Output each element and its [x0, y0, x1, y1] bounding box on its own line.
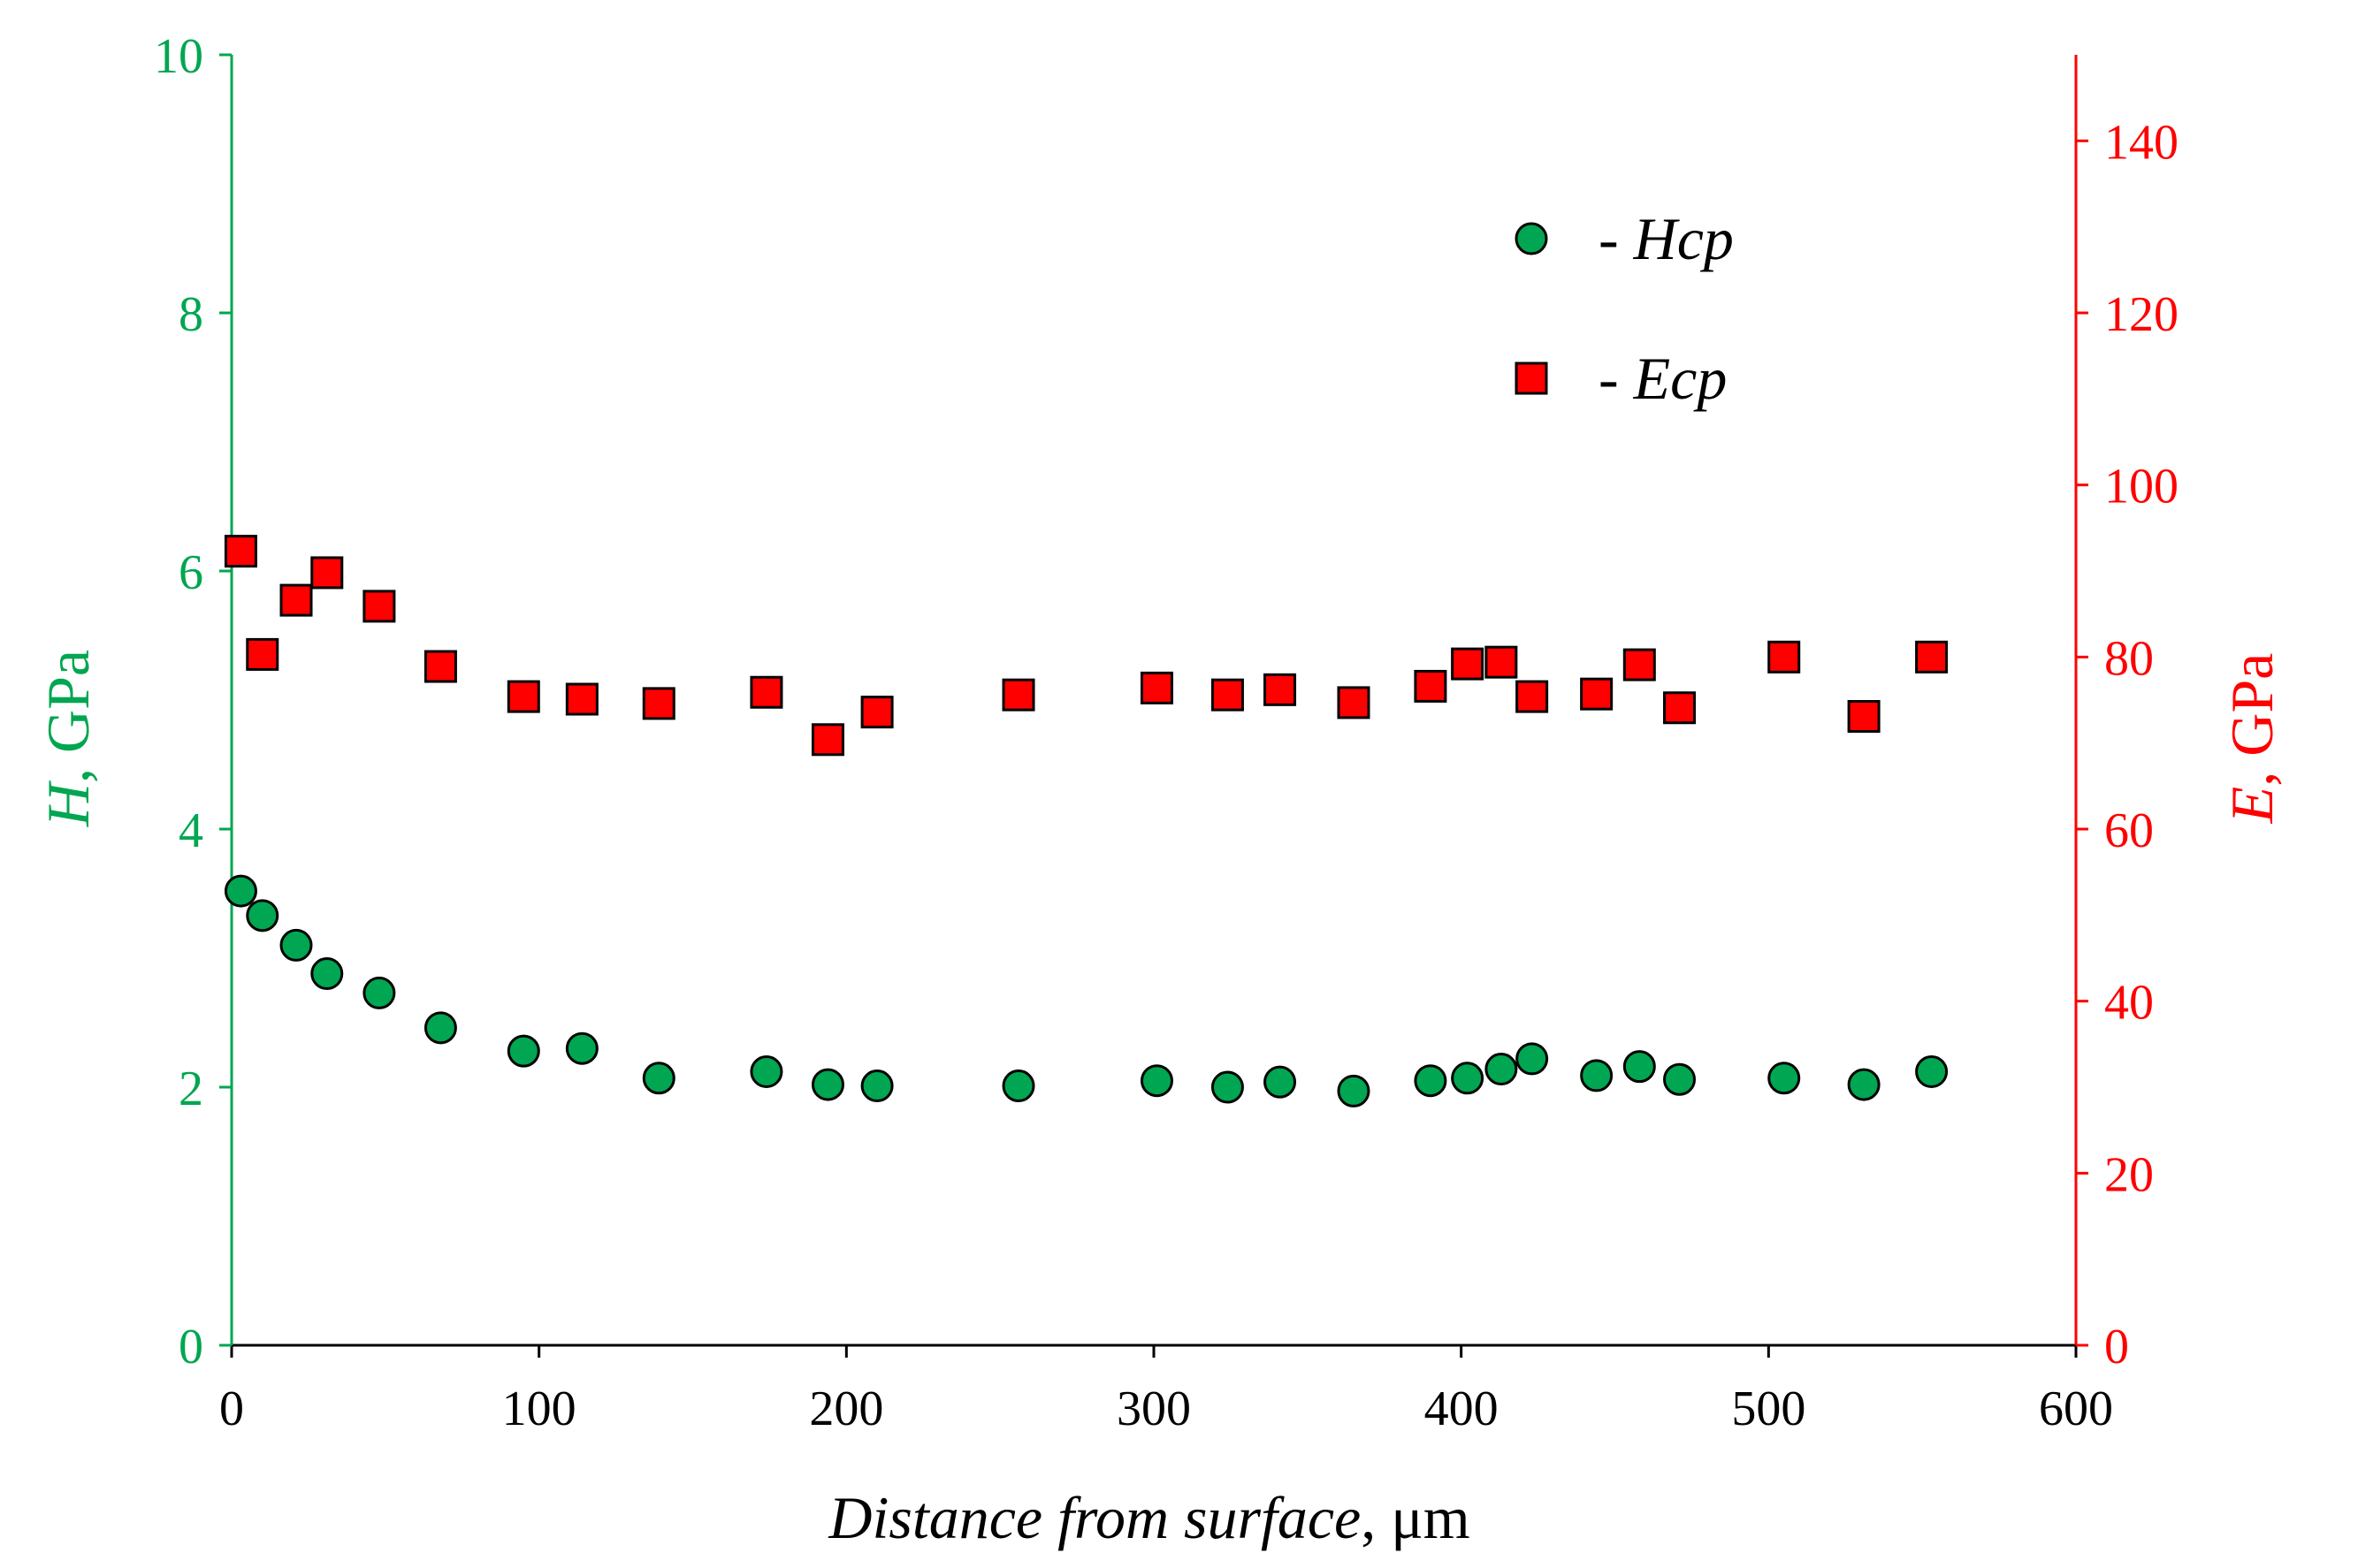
y-right-axis-title-unit: , GPa: [2218, 653, 2286, 787]
hcp-point: [1451, 1062, 1484, 1095]
y-left-tick-label: 8: [179, 287, 203, 342]
y-left-tick-label: 6: [179, 545, 203, 600]
legend-hcp-label: - Hcp: [1599, 205, 1734, 272]
x-axis-title-italic: Distance from surface: [828, 1484, 1361, 1551]
ecp-point: [1140, 671, 1173, 704]
x-axis-title-unit: , μm: [1361, 1484, 1469, 1551]
hcp-point: [279, 928, 313, 962]
ecp-point: [279, 583, 313, 617]
ecp-point: [1484, 645, 1518, 679]
hcp-point: [750, 1054, 783, 1088]
hcp-point: [507, 1034, 540, 1068]
hcp-point: [246, 899, 279, 932]
hcp-point: [1767, 1062, 1801, 1095]
hcp-point: [1515, 1042, 1549, 1076]
y-right-axis-title: E, GPa: [2218, 653, 2286, 825]
y-right-tick-label: 20: [2104, 1147, 2154, 1202]
y-left-tick-label: 2: [179, 1062, 203, 1116]
hcp-point: [1002, 1069, 1035, 1103]
x-axis-title: Distance from surface, μm: [828, 1484, 1469, 1551]
hcp-point: [642, 1062, 675, 1095]
ecp-point: [1915, 640, 1949, 674]
x-tick-label: 0: [219, 1382, 244, 1436]
x-tick-label: 400: [1424, 1382, 1499, 1436]
y-left-axis-title-italic: H: [34, 780, 102, 827]
hcp-point: [811, 1068, 844, 1101]
ecp-point: [811, 723, 844, 757]
ecp-point: [310, 556, 344, 590]
ecp-point: [1847, 699, 1881, 733]
hcp-point: [1414, 1064, 1447, 1098]
y-right-tick-label: 60: [2104, 803, 2154, 858]
hcp-point: [362, 976, 396, 1009]
y-left-tick-label: 4: [179, 803, 203, 858]
ecp-point: [424, 650, 457, 683]
y-right-tick-label: 40: [2104, 976, 2154, 1031]
hcp-point: [860, 1069, 894, 1103]
ecp-point: [1337, 686, 1370, 719]
hcp-point: [1915, 1054, 1949, 1088]
y-right-tick-label: 0: [2104, 1320, 2129, 1374]
ecp-point: [750, 675, 783, 709]
hcp-point: [224, 874, 257, 908]
ecp-point: [642, 687, 675, 720]
y-left-axis-title-unit: , GPa: [34, 650, 102, 783]
ecp-point: [1002, 678, 1035, 712]
hcp-point: [1622, 1050, 1656, 1084]
ecp-point: [1622, 648, 1656, 681]
ecp-point: [1451, 647, 1484, 681]
x-tick-label: 100: [502, 1382, 576, 1436]
hcp-point: [1847, 1068, 1881, 1101]
ecp-point: [1210, 678, 1244, 712]
ticks: 0 100 200 300 400 500 600024681002040608010012…: [154, 29, 2179, 1436]
hcp-point: [1484, 1053, 1518, 1086]
hcp-point: [1210, 1070, 1244, 1104]
legend: - Hcp - Ecp: [1515, 205, 1734, 412]
y-right-tick-label: 100: [2104, 460, 2179, 514]
hcp-point: [424, 1011, 457, 1045]
legend-ecp-label: - Ecp: [1599, 345, 1727, 412]
y-left-tick-label: 0: [179, 1320, 203, 1374]
ecp-point: [246, 637, 279, 671]
ecp-point: [224, 535, 257, 568]
ecp-point: [1663, 691, 1697, 725]
hcp-point: [1337, 1074, 1370, 1107]
hcp-point: [1263, 1065, 1297, 1099]
hcp-point: [1140, 1064, 1173, 1098]
x-tick-label: 300: [1117, 1382, 1191, 1436]
ecp-point: [507, 680, 540, 713]
y-right-axis-title-italic: E: [2218, 787, 2286, 825]
ecp-point: [362, 590, 396, 623]
y-right-tick-label: 80: [2104, 631, 2154, 686]
data-marks: [224, 535, 1949, 1107]
x-tick-label: 600: [2039, 1382, 2113, 1436]
hcp-point: [1580, 1059, 1614, 1092]
ecp-point: [1515, 680, 1549, 713]
ecp-point: [1263, 673, 1297, 706]
ecp-point: [565, 682, 599, 716]
y-left-tick-label: 10: [154, 29, 203, 84]
y-left-axis-title: H, GPa: [34, 650, 102, 827]
y-right-tick-label: 140: [2104, 115, 2179, 170]
legend-hcp-marker: [1515, 222, 1548, 255]
legend-ecp-marker: [1515, 362, 1548, 395]
hcp-point: [565, 1031, 599, 1065]
ecp-point: [1414, 669, 1447, 703]
x-tick-label: 500: [1731, 1382, 1805, 1436]
ecp-point: [860, 696, 894, 729]
ecp-point: [1580, 677, 1614, 711]
hcp-point: [1663, 1062, 1697, 1096]
ecp-point: [1767, 640, 1801, 674]
y-right-tick-label: 120: [2104, 287, 2179, 342]
x-tick-label: 200: [809, 1382, 883, 1436]
hcp-point: [310, 957, 344, 991]
